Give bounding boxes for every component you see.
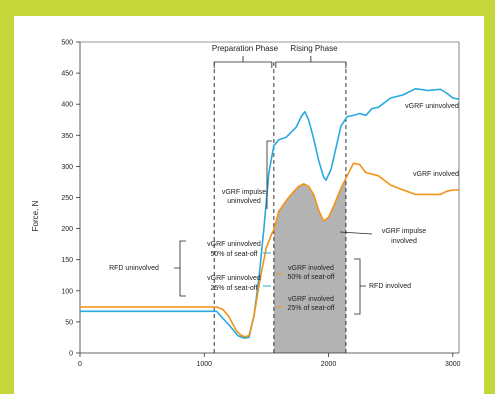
annot-impulse-uninvolved-1: vGRF impulse xyxy=(222,189,266,196)
annot-inv-25-1: vGRF involved xyxy=(288,296,334,303)
y-tick-label: 0 xyxy=(69,351,73,358)
phase-bracket xyxy=(213,56,273,68)
x-tick-label: 3000 xyxy=(445,361,461,368)
y-tick-label: 300 xyxy=(61,164,73,171)
annot-inv-50-1: vGRF involved xyxy=(288,265,334,272)
y-tick-label: 350 xyxy=(61,133,73,140)
annot-unc-25-1: vGRF uninvolved xyxy=(207,275,261,282)
series-line-uninvolved xyxy=(80,87,460,339)
x-tick-label: 2000 xyxy=(321,361,337,368)
y-tick-label: 100 xyxy=(61,288,73,295)
annot-inv-50-2: 50% of seat-off xyxy=(288,274,335,281)
chart-panel: 0 50 100 150 200 250 300 350 400 450 500 0 1000 2000 3… xyxy=(14,16,484,394)
annot-unc-25-2: 25% of seat-off xyxy=(211,285,258,292)
series-label-uninvolved: vGRF uninvolved xyxy=(405,103,459,110)
annot-impulse-involved-2: involved xyxy=(391,238,417,245)
shade-layer xyxy=(273,178,346,353)
phase-layer xyxy=(213,56,347,353)
x-tick-label: 1000 xyxy=(196,361,212,368)
y-tick-label: 200 xyxy=(61,226,73,233)
annot-impulse-uninvolved-2: uninvolved xyxy=(227,198,261,205)
force-time-chart: 0 50 100 150 200 250 300 350 400 450 500 0 1000 2000 3… xyxy=(31,40,461,369)
annot-unc-50-2: 50% of seat-off xyxy=(211,251,258,258)
annot-impulse-involved-1: vGRF impulse xyxy=(382,228,426,235)
annotation-lines xyxy=(174,140,373,315)
impulse-shaded-area xyxy=(273,178,346,353)
y-axis-label: Force, N xyxy=(31,200,40,231)
annot-unc-50-1: vGRF uninvolved xyxy=(207,241,261,248)
annot-rfd-uninvolved: RFD uninvolved xyxy=(109,265,159,272)
y-tick-label: 400 xyxy=(61,102,73,109)
y-tick-label: 500 xyxy=(61,40,73,47)
rfd-uninvolved-bracket xyxy=(174,240,186,297)
series-label-involved: vGRF involved xyxy=(413,171,459,178)
x-tick-label: 0 xyxy=(78,361,82,368)
series-line-involved xyxy=(80,162,459,338)
y-tick-label: 50 xyxy=(65,319,73,326)
annot-inv-25-2: 25% of seat-off xyxy=(288,305,335,312)
y-tick-label: 150 xyxy=(61,257,73,264)
axes-layer: 0 50 100 150 200 250 300 350 400 450 500 0 1000 2000 3… xyxy=(61,40,460,369)
phase-label-rising: Rising Phase xyxy=(290,44,338,53)
phase-bracket xyxy=(275,56,347,68)
y-tick-label: 250 xyxy=(61,195,73,202)
y-tick-label: 450 xyxy=(61,71,73,78)
impulse-uninvolved-leader xyxy=(266,140,272,209)
phase-label-preparation: Preparation Phase xyxy=(212,44,279,53)
rfd-involved-bracket xyxy=(354,258,366,315)
annot-rfd-involved: RFD involved xyxy=(369,283,411,290)
impulse-involved-leader xyxy=(339,231,373,235)
series-layer xyxy=(80,87,460,339)
